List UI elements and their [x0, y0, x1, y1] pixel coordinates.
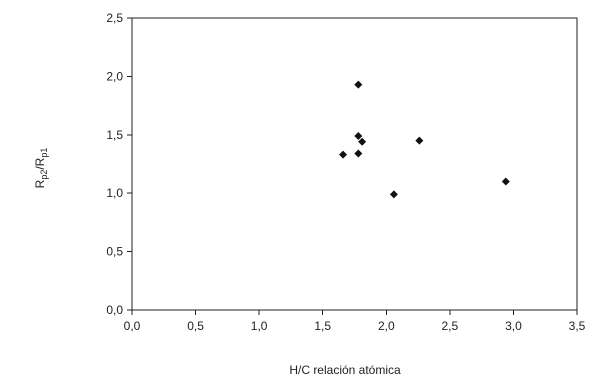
- data-point: [501, 177, 510, 186]
- y-tick-label: 0,0: [106, 303, 123, 317]
- data-point: [339, 150, 348, 159]
- data-point: [358, 137, 367, 146]
- x-tick-label: 0,5: [187, 319, 204, 333]
- y-tick-label: 1,0: [106, 186, 123, 200]
- data-point: [354, 149, 363, 158]
- data-point: [354, 80, 363, 89]
- data-points: [339, 80, 510, 199]
- data-point: [415, 136, 424, 145]
- x-axis: 0,0 0,5 1,0 1,5 2,0 2,5 3,0 3,5: [124, 310, 586, 333]
- y-axis-title-main: R: [33, 179, 47, 188]
- x-tick-label: 2,0: [378, 319, 395, 333]
- x-tick-label: 2,5: [442, 319, 459, 333]
- x-tick-label: 1,0: [251, 319, 268, 333]
- y-axis-title: Rp2/Rp1: [33, 148, 49, 189]
- y-axis: 0,0 0,5 1,0 1,5 2,0 2,5: [106, 11, 132, 317]
- plot-area: [131, 17, 578, 311]
- x-tick-label: 1,5: [314, 319, 331, 333]
- y-axis-title-sub2: p1: [39, 148, 49, 158]
- y-axis-title-sub1: p2: [39, 170, 49, 180]
- data-point: [389, 190, 398, 199]
- y-tick-label: 0,5: [106, 245, 123, 259]
- y-tick-label: 1,5: [106, 128, 123, 142]
- y-tick-label: 2,5: [106, 11, 123, 25]
- x-axis-title: H/C relación atómica: [289, 363, 401, 377]
- x-tick-label: 3,5: [569, 319, 586, 333]
- x-tick-label: 3,0: [505, 319, 522, 333]
- y-axis-title-sep: /R: [33, 157, 47, 169]
- data-point: [354, 131, 363, 140]
- y-tick-label: 2,0: [106, 69, 123, 83]
- x-tick-label: 0,0: [124, 319, 141, 333]
